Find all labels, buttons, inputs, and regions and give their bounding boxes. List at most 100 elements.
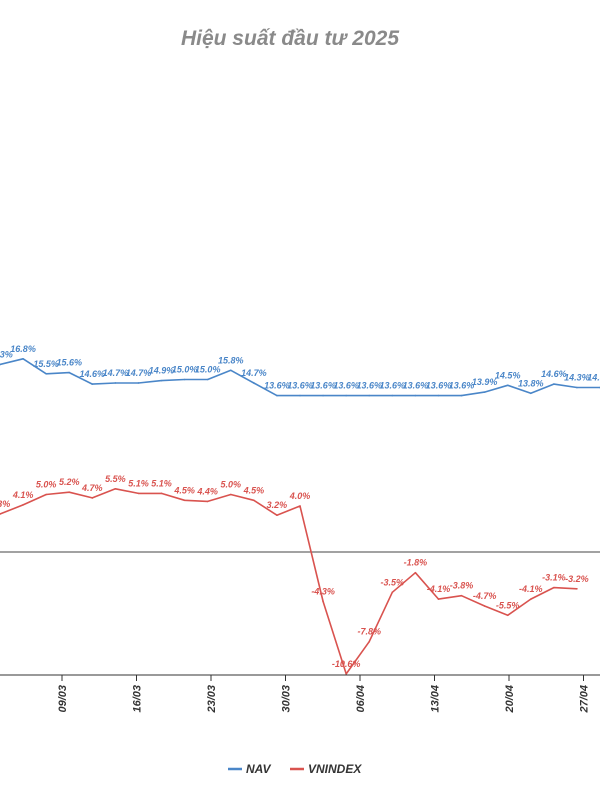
data-point: [206, 500, 209, 503]
data-label: 15.8%: [218, 355, 244, 365]
data-label: 14.3%: [564, 373, 590, 383]
data-point: [160, 379, 163, 382]
data-point: [68, 491, 71, 494]
data-label: 13.6%: [380, 381, 406, 391]
x-tick-label: 23/03: [206, 685, 218, 714]
data-point: [483, 391, 486, 393]
data-label: 4.7%: [81, 483, 103, 493]
data-label: 13.6%: [287, 381, 313, 391]
data-point: [0, 363, 1, 366]
chart-title: Hiệu suất đầu tư 2025: [181, 27, 399, 50]
data-point: [68, 371, 71, 374]
data-label: -4.3%: [311, 586, 335, 596]
data-point: [529, 598, 532, 600]
data-point: [576, 386, 578, 389]
data-label: 14.6%: [80, 369, 106, 379]
data-point: [45, 372, 47, 375]
data-label: 14.7%: [103, 368, 129, 378]
data-point: [276, 514, 278, 516]
data-label: 13.8%: [518, 378, 544, 388]
data-point: [183, 499, 186, 502]
data-point: [345, 673, 347, 675]
data-point: [553, 383, 555, 385]
data-label: 13.6%: [449, 381, 475, 391]
x-tick-label: 30/03: [281, 685, 293, 713]
data-point: [299, 394, 301, 397]
data-label: 4.0%: [289, 491, 311, 501]
x-tick-label: 13/04: [430, 685, 442, 713]
x-axis: 09/03 16/03 23/03 30/03 06/04 13/04 20/04 27/04: [0, 674, 600, 714]
data-label: 4.5%: [243, 485, 265, 495]
data-label: 16.3%: [0, 350, 13, 360]
data-point: [45, 493, 47, 496]
data-point: [506, 614, 509, 617]
x-tick-label: 16/03: [132, 685, 144, 713]
legend: NAV VNINDEX: [228, 762, 362, 776]
data-point: [137, 382, 140, 384]
data-label: 14.6%: [541, 369, 567, 379]
x-tick-label: 09/03: [57, 685, 69, 713]
data-point: [437, 598, 440, 600]
data-label: -7.8%: [357, 627, 381, 637]
data-label: 14.7%: [126, 368, 152, 378]
data-label: -1.8%: [404, 558, 428, 568]
data-point: [137, 492, 140, 495]
data-label: 15.0%: [172, 365, 198, 375]
data-label: 13.6%: [264, 381, 290, 391]
data-point: [391, 591, 394, 594]
data-point: [506, 384, 509, 387]
data-label: 4.4%: [196, 486, 218, 496]
data-point: [414, 571, 417, 574]
legend-label: NAV: [246, 762, 271, 776]
data-point: [22, 358, 24, 360]
data-point: [276, 394, 278, 397]
data-point: [299, 505, 301, 507]
data-label: -4.1%: [427, 584, 451, 594]
data-label: 13.6%: [403, 381, 429, 391]
data-point: [114, 487, 117, 490]
data-label: 16.8%: [10, 344, 36, 354]
data-label: -3.1%: [542, 573, 566, 583]
data-label: 14.3%: [587, 373, 600, 383]
plot-area: 16.3%16.8%15.5%15.6%14.6%14.7%14.7%14.9%…: [0, 344, 600, 675]
data-label: 13.9%: [472, 377, 498, 387]
x-tick-label: 06/04: [355, 685, 367, 713]
data-label: 5.0%: [36, 480, 57, 490]
data-label: 13.6%: [333, 381, 359, 391]
data-label: -4.7%: [473, 591, 497, 601]
data-point: [160, 492, 163, 495]
data-label: -3.8%: [450, 581, 474, 591]
data-label: -4.1%: [519, 584, 543, 594]
data-point: [22, 504, 24, 506]
data-point: [322, 600, 324, 603]
data-point: [483, 605, 486, 607]
data-point: [253, 499, 255, 502]
data-point: [460, 594, 463, 597]
data-point: [437, 394, 440, 397]
data-label: 3.2%: [267, 500, 288, 510]
data-label: 3.3%: [0, 499, 10, 509]
data-point: [529, 392, 532, 395]
data-label: 5.1%: [151, 478, 172, 488]
x-tick-label: 27/04: [579, 685, 591, 714]
data-point: [0, 513, 1, 515]
data-label: 4.5%: [173, 485, 195, 495]
data-label: 14.5%: [495, 370, 521, 380]
data-point: [114, 382, 117, 384]
data-point: [345, 394, 347, 397]
data-label: 15.6%: [56, 358, 82, 368]
x-tick-label: 20/04: [504, 685, 516, 714]
data-label: -3.2%: [565, 574, 589, 584]
series-line: [0, 487, 577, 675]
data-point: [183, 378, 186, 381]
data-label: 13.6%: [426, 381, 452, 391]
data-point: [229, 369, 232, 372]
data-point: [253, 382, 255, 384]
legend-label: VNINDEX: [308, 762, 362, 776]
data-label: 5.1%: [128, 478, 149, 488]
data-label: 13.6%: [310, 381, 336, 391]
data-point: [322, 394, 324, 397]
data-label: -3.5%: [381, 577, 405, 587]
data-label: 5.0%: [221, 480, 242, 490]
